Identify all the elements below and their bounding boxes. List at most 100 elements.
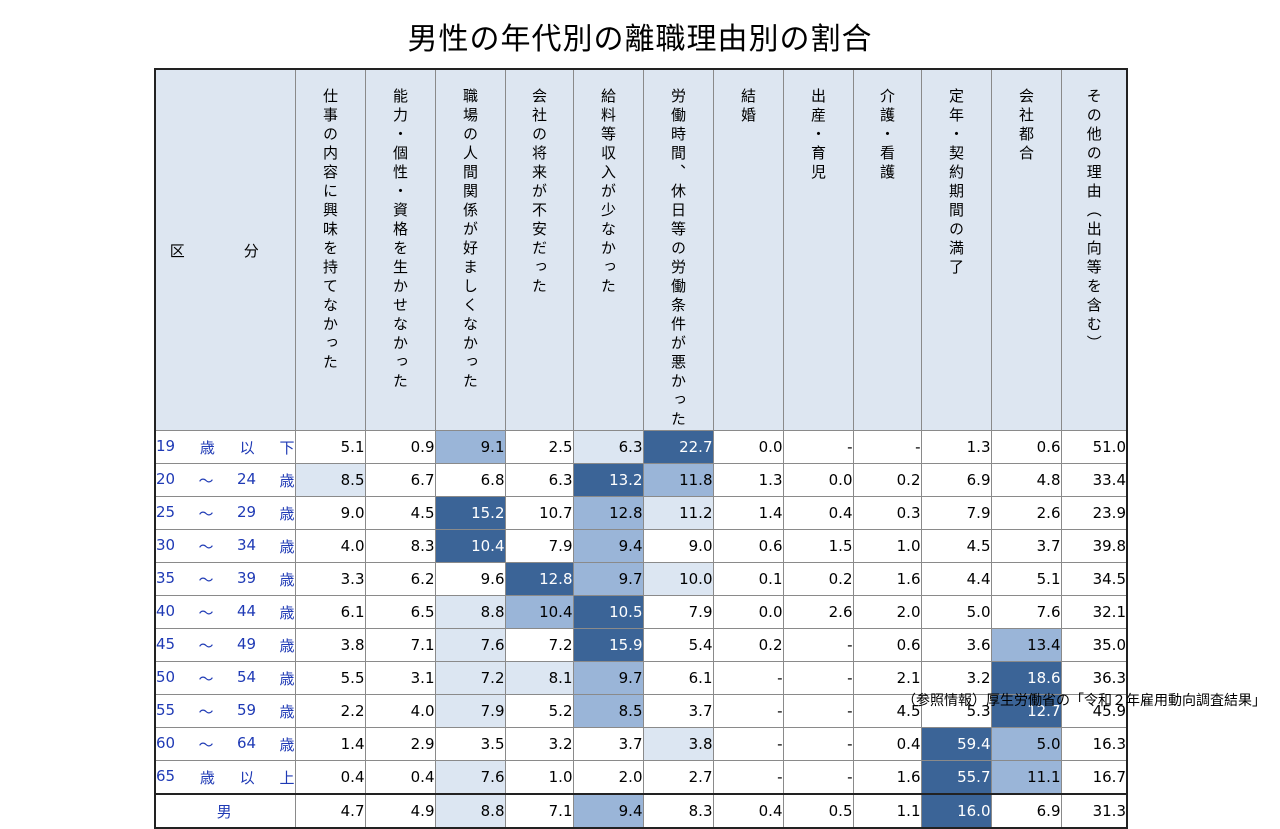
column-header: 仕事の内容に興味を持てなかった (294, 68, 366, 431)
table-cell: 10.0 (642, 562, 714, 596)
table-cell: 15.2 (434, 496, 506, 530)
table-cell: 2.0 (852, 595, 922, 629)
table-cell: 5.4 (642, 628, 714, 662)
row-label: 20 ～ 24 歳 (154, 463, 296, 497)
table-cell: 0.4 (852, 727, 922, 761)
row-label: 19 歳 以 下 (154, 430, 296, 464)
column-header: 会社都合 (990, 68, 1062, 431)
table-cell: 10.4 (434, 529, 506, 563)
table-row: 30 ～ 34 歳 4.0 8.3 10.4 7.9 9.4 9.0 0.6 1.5 1.0 4.5 3.7… (154, 529, 1128, 563)
table-cell: 18.6 (990, 661, 1062, 695)
row-label: 65 歳 以 上 (154, 760, 296, 795)
table-cell: 2.7 (642, 760, 714, 795)
table-cell: - (712, 694, 784, 728)
table-cell: 0.6 (990, 430, 1062, 464)
column-header-label: 出産・育児 (809, 88, 827, 183)
table-cell: 9.7 (572, 661, 644, 695)
table-cell: - (782, 760, 854, 795)
table-cell: 10.4 (504, 595, 574, 629)
row-label-part: 30 (156, 535, 176, 554)
table-cell: 1.1 (852, 793, 922, 829)
table-cell: 0.3 (852, 496, 922, 530)
column-header-label: 仕事の内容に興味を持てなかった (321, 88, 339, 373)
table-cell: 0.0 (782, 463, 854, 497)
column-header-label: 定年・契約期間の満了 (947, 88, 965, 278)
row-label-part: 歳 (279, 669, 295, 688)
column-header-label: 会社都合 (1017, 88, 1035, 164)
table-cell: 35.0 (1060, 628, 1128, 662)
table-cell: 8.8 (434, 793, 506, 829)
row-label: 35 ～ 39 歳 (154, 562, 296, 596)
table-cell: 2.6 (782, 595, 854, 629)
table-cell: 6.9 (990, 793, 1062, 829)
table-cell: 0.4 (294, 760, 366, 795)
column-header: その他の理由（出向等を含む） (1060, 68, 1128, 431)
row-label-part: 64 (236, 733, 257, 752)
row-label-part: 40 (156, 601, 176, 620)
row-label-part: 歳 (279, 636, 295, 655)
row-label-part: 34 (236, 535, 257, 554)
row-label-part: 50 (156, 667, 176, 686)
table-cell: 0.1 (712, 562, 784, 596)
row-label-part: 歳 (279, 735, 295, 754)
column-header-label: 介護・看護 (878, 88, 896, 183)
table-cell: 9.4 (572, 793, 644, 829)
table-cell: - (782, 628, 854, 662)
table-cell: 0.9 (364, 430, 436, 464)
total-label: 男 (154, 793, 296, 829)
table-cell: 33.4 (1060, 463, 1128, 497)
table-cell: 0.2 (712, 628, 784, 662)
table-cell: 0.2 (782, 562, 854, 596)
table-cell: 7.2 (434, 661, 506, 695)
table-cell: - (782, 430, 854, 464)
row-label-part: 35 (156, 568, 176, 587)
table-cell: 6.1 (294, 595, 366, 629)
table-row: 65 歳以上 0.4 0.4 7.6 1.0 2.0 2.7- -1.6 55.7 11.1 16.7 (154, 760, 1128, 795)
table-cell: 3.8 (294, 628, 366, 662)
column-header-label: 能力・個性・資格を生かせなかった (391, 88, 409, 392)
table-cell: 5.2 (504, 694, 574, 728)
table-row: 50 ～ 54 歳 5.5 3.1 7.2 8.1 9.7 6.1- -2.1 3.2 18.6 36.3 (154, 661, 1128, 695)
table-cell: 34.5 (1060, 562, 1128, 596)
row-label-part: 60 (156, 733, 176, 752)
column-header: 給料等収入が少なかった (572, 68, 644, 431)
table-row: 35 ～ 39 歳 3.3 6.2 9.6 12.8 9.7 10.0 0.1 0.2 1.6 4.4 5.… (154, 562, 1128, 596)
table-cell: 4.0 (294, 529, 366, 563)
row-label-part: ～ (198, 636, 214, 655)
table-cell: 6.3 (572, 430, 644, 464)
table-cell: 2.1 (852, 661, 922, 695)
table-cell: 0.6 (852, 628, 922, 662)
table-row: 40 ～ 44 歳 6.1 6.5 8.8 10.4 10.5 7.9 0.0 2.6 2.0 5.0 7.… (154, 595, 1128, 629)
table-cell: 59.4 (920, 727, 992, 761)
table-cell: 3.1 (364, 661, 436, 695)
table-cell: 4.9 (364, 793, 436, 829)
row-label-part: ～ (198, 669, 214, 688)
table-cell: 8.5 (572, 694, 644, 728)
row-label-part: ～ (198, 537, 214, 556)
table-cell: 12.8 (572, 496, 644, 530)
table-cell: - (712, 727, 784, 761)
table-cell: 16.3 (1060, 727, 1128, 761)
column-header: 労働時間、休日等の労働条件が悪かった (642, 68, 714, 431)
table-cell: 7.6 (434, 760, 506, 795)
row-label: 30 ～ 34 歳 (154, 529, 296, 563)
row-label-part: ～ (198, 702, 214, 721)
table-row: 25 ～ 29 歳 9.0 4.5 15.2 10.7 12.8 11.2 1.4 0.4 0.3 7.9… (154, 496, 1128, 530)
table-cell: 3.8 (642, 727, 714, 761)
table-cell: 6.2 (364, 562, 436, 596)
table-cell: 2.0 (572, 760, 644, 795)
table-cell: 7.9 (920, 496, 992, 530)
table-cell: 12.8 (504, 562, 574, 596)
table-cell: 5.1 (294, 430, 366, 464)
row-label-part: 歳 (279, 471, 295, 490)
table-cell: 8.3 (642, 793, 714, 829)
table-cell: 7.6 (434, 628, 506, 662)
table-cell: 1.0 (504, 760, 574, 795)
table-cell: 7.9 (642, 595, 714, 629)
row-label-part: 歳 (279, 570, 295, 589)
table-cell: 9.6 (434, 562, 506, 596)
row-label: 60 ～ 64 歳 (154, 727, 296, 761)
table-cell: 11.2 (642, 496, 714, 530)
table-cell: 7.9 (504, 529, 574, 563)
row-label-part: ～ (198, 471, 214, 490)
